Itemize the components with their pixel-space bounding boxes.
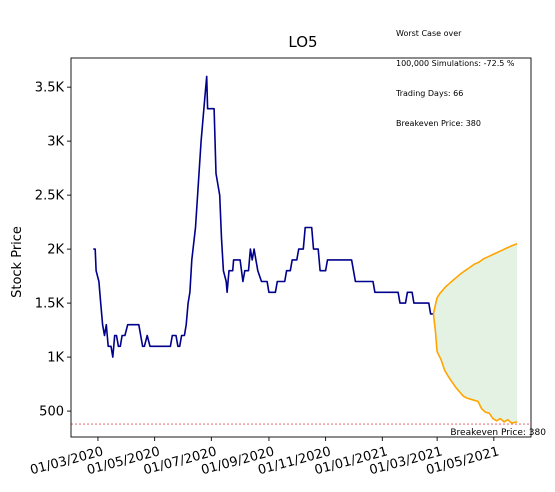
annotation-line: Worst Case over (396, 29, 462, 38)
projection-band (433, 243, 518, 423)
series-history-line (93, 75, 434, 358)
annotation-note: Worst Case over 100,000 Simulations: -72… (396, 9, 515, 139)
y-tick-label: 3.5K (35, 81, 65, 96)
y-tick-label: 1.5K (35, 297, 65, 312)
annotation-line: Trading Days: 66 (396, 89, 464, 98)
series-upper-projection-line (432, 242, 518, 315)
y-axis-label: Stock Price (10, 226, 25, 298)
plot-area: 5001K1.5K2K2.5K3K3.5K01/03/202001/05/202… (29, 57, 546, 478)
series-lower-projection-line (432, 313, 518, 424)
annotation-line: 100,000 Simulations: -72.5 % (396, 59, 515, 68)
y-tick-label: 2K (47, 243, 64, 258)
annotation-line: Breakeven Price: 380 (396, 119, 481, 128)
y-tick-label: 2.5K (35, 189, 65, 204)
y-tick-label: 500 (39, 405, 64, 420)
plot-frame (70, 57, 532, 438)
chart-title: LO5 (288, 33, 317, 51)
y-tick-label: 1K (47, 351, 64, 366)
y-tick-label: 3K (47, 135, 64, 150)
breakeven-label: Breakeven Price: 380 (450, 428, 546, 438)
